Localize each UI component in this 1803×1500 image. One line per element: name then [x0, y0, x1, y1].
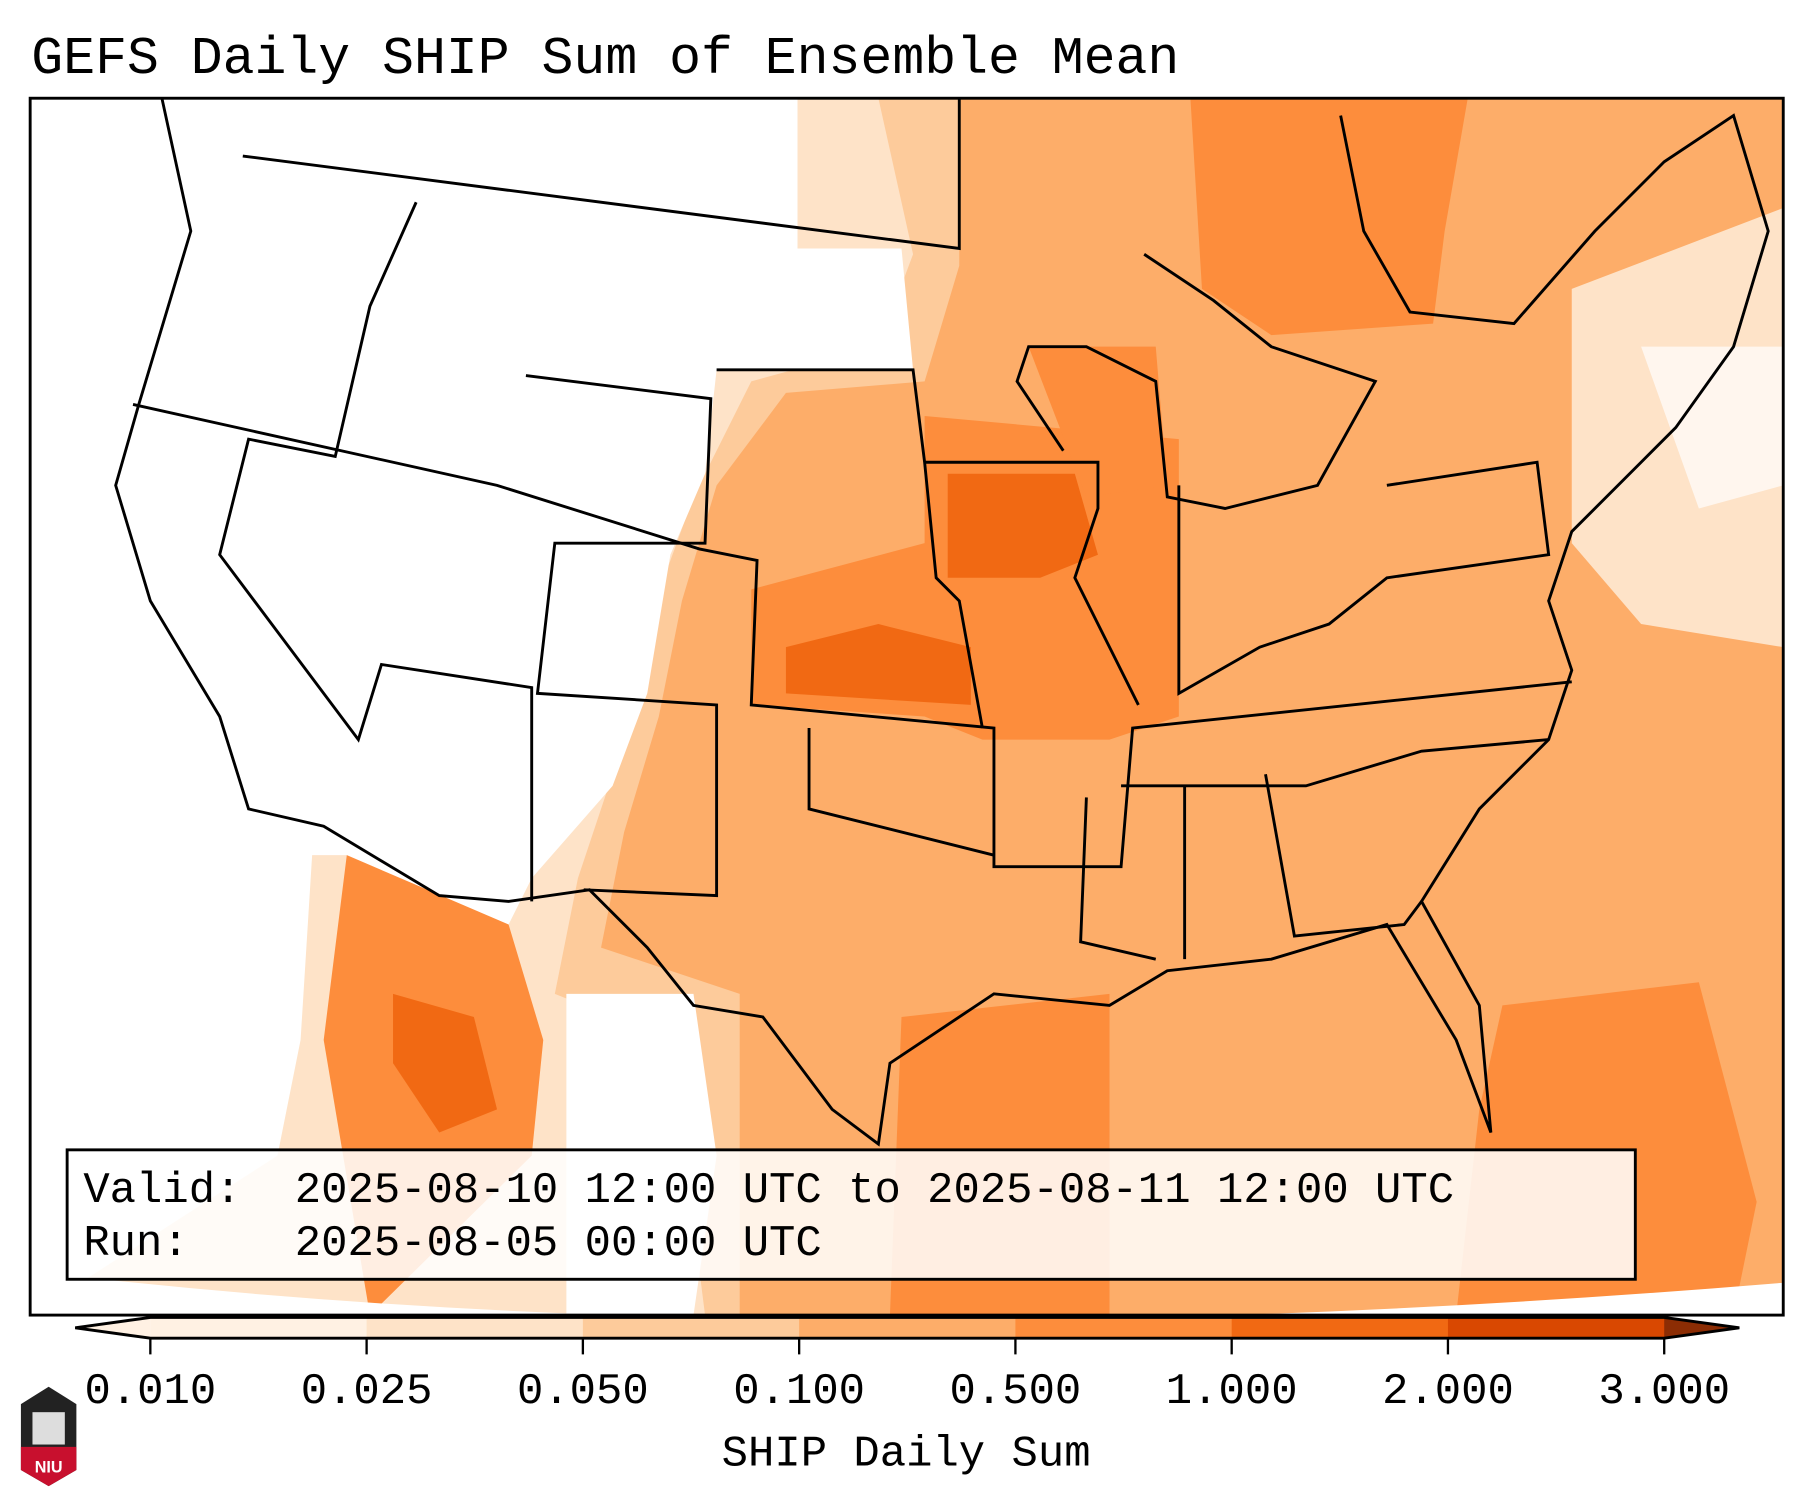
map-field-great-lakes [1190, 98, 1468, 336]
colorbar-extend-min [75, 1317, 151, 1339]
niu-logo: NIU [20, 1386, 77, 1487]
svg-text:NIU: NIU [35, 1458, 63, 1476]
colorbar-segment [150, 1317, 368, 1339]
colorbar-tick-label: 0.100 [733, 1367, 865, 1417]
map-area [30, 98, 1784, 1316]
colorbar-segment [1015, 1317, 1233, 1339]
valid-label: Valid: [83, 1166, 241, 1216]
colorbar: 0.010 0.025 0.050 0.100 0.500 1.000 2.000 3.000 [75, 1315, 1740, 1417]
colorbar-segment [799, 1317, 1016, 1339]
map-field-northeast-min [1641, 346, 1784, 509]
run-label: Run: [83, 1219, 188, 1269]
colorbar-extend-max [1664, 1317, 1740, 1339]
map-field-iowa [947, 473, 1098, 578]
map-outside-projection [30, 1271, 1784, 1316]
map-field-mexico-high [393, 993, 498, 1133]
colorbar-tick-label: 0.025 [301, 1367, 433, 1417]
map-field-kansas [785, 624, 971, 705]
colorbar-tick-label: 0.050 [517, 1367, 649, 1417]
run-value: 2025-08-05 00:00 UTC [295, 1219, 822, 1269]
valid-value: 2025-08-10 12:00 UTC to 2025-08-11 12:00… [295, 1166, 1454, 1216]
colorbar-tick-label: 0.500 [950, 1367, 1082, 1417]
chart-title: GEFS Daily SHIP Sum of Ensemble Mean [31, 29, 1179, 89]
colorbar-segment [1447, 1317, 1665, 1339]
colorbar-segment [1231, 1317, 1449, 1339]
colorbar-tick-label: 1.000 [1166, 1367, 1298, 1417]
map-field-none [30, 98, 914, 1316]
colorbar-tick-label: 3.000 [1598, 1367, 1730, 1417]
map-field-wisconsin [1028, 346, 1168, 497]
state-borders [114, 98, 1770, 1147]
map-frame [28, 96, 1785, 1317]
colorbar-tick-label: 0.010 [84, 1367, 216, 1417]
colorbar-segment [582, 1317, 800, 1339]
colorbar-label: SHIP Daily Sum [722, 1429, 1091, 1479]
valid-run-annotation: Valid: 2025-08-10 12:00 UTC to 2025-08-1… [65, 1148, 1637, 1281]
colorbar-tick-label: 2.000 [1382, 1367, 1514, 1417]
colorbar-segment [366, 1317, 584, 1339]
